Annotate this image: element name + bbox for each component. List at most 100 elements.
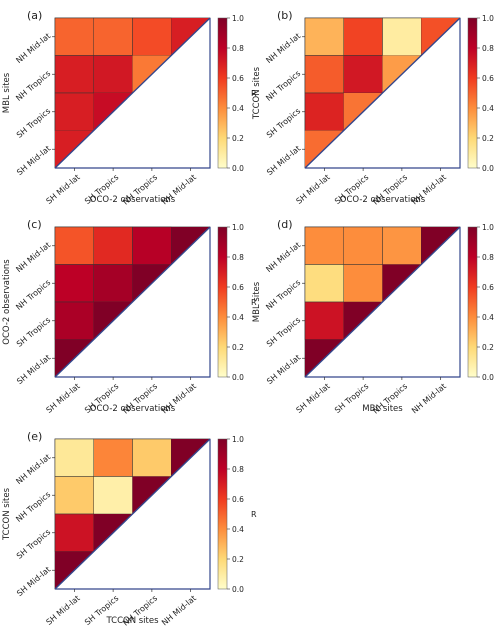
panel-label: (a) (27, 9, 42, 22)
colorbar-tick-label: 0.2 (232, 555, 244, 564)
axis-frame (305, 227, 461, 378)
heatmap-cell (54, 55, 94, 94)
y-axis-label: OCO-2 observations (2, 259, 12, 345)
x-axis-label: OCO-2 observations (90, 404, 176, 414)
colorbar-tick-label: 0.8 (232, 465, 244, 474)
heatmap-cell (93, 55, 133, 94)
y-tick-label: NH Tropics (14, 490, 52, 524)
colorbar-tick-label: 0.8 (232, 253, 244, 262)
diagonal-line (54, 438, 211, 590)
y-tick-label: SH Mid-lat (265, 353, 302, 386)
colorbar (217, 17, 228, 169)
panel-label: (b) (277, 9, 293, 22)
colorbar-tick-label: 0.0 (232, 373, 244, 382)
x-axis-label: OCO-2 observations (90, 195, 176, 205)
y-tick-label: NH Tropics (14, 69, 52, 103)
colorbar-tick-label: 0.2 (232, 134, 244, 143)
y-tick-label: SH Tropics (15, 315, 52, 348)
y-tick-label: NH Tropics (264, 69, 302, 103)
x-axis-label: MBL sites (362, 404, 403, 414)
heatmap-cell (304, 301, 344, 340)
axis-frame (305, 18, 461, 169)
heatmap-cell (343, 55, 383, 94)
colorbar-tick-label: 0.4 (232, 104, 244, 113)
y-tick-label: NH Mid-lat (264, 240, 302, 274)
colorbar-tick-label: 0.6 (232, 495, 244, 504)
colorbar (217, 438, 228, 590)
colorbar-tick-label: 1.0 (232, 435, 244, 444)
y-axis-label: MBL sites (252, 281, 262, 322)
diagonal-line (304, 17, 461, 169)
heatmap-cell (343, 226, 383, 265)
heatmap-cell (54, 264, 94, 303)
heatmap-cell (304, 264, 344, 303)
heatmap-cell (93, 226, 133, 265)
heatmap-cell (382, 226, 422, 265)
x-tick-label: SH Mid-lat (44, 382, 81, 415)
y-axis-label: TCCON sites (252, 66, 262, 120)
colorbar-tick-label: 1.0 (482, 223, 494, 232)
axis-frame (55, 227, 211, 378)
y-tick-label: SH Mid-lat (15, 353, 52, 386)
x-tick-label: SH Mid-lat (294, 173, 331, 206)
diagonal-line (54, 226, 211, 378)
colorbar-label: R (251, 510, 257, 519)
heatmap-cell (382, 17, 422, 56)
colorbar-tick-label: 0.4 (482, 313, 494, 322)
x-tick-label: NH Mid-lat (410, 382, 448, 416)
heatmap-cell (54, 513, 94, 552)
y-axis-label: MBL sites (2, 72, 12, 113)
y-tick-label: NH Mid-lat (14, 31, 52, 65)
heatmap-cell (54, 226, 94, 265)
colorbar-label: R (251, 89, 257, 98)
heatmap-cell (93, 476, 133, 515)
colorbar-tick-label: 0.6 (482, 74, 494, 83)
heatmap-cell (93, 438, 133, 477)
colorbar-tick-label: 0.8 (482, 253, 494, 262)
diagonal-line (304, 226, 461, 378)
y-tick-label: SH Tropics (15, 106, 52, 139)
colorbar (467, 226, 478, 378)
colorbar (217, 226, 228, 378)
y-tick-label: NH Mid-lat (14, 452, 52, 486)
x-axis-label: TCCON sites (105, 616, 159, 626)
y-tick-label: SH Tropics (265, 106, 302, 139)
colorbar-tick-label: 0.2 (482, 134, 494, 143)
diagonal-line (54, 17, 211, 169)
colorbar-tick-label: 0.0 (482, 164, 494, 173)
y-tick-label: SH Tropics (15, 527, 52, 560)
colorbar-tick-label: 1.0 (232, 223, 244, 232)
colorbar-label: R (251, 298, 257, 307)
heatmap-cell (132, 17, 172, 56)
colorbar-tick-label: 0.2 (232, 343, 244, 352)
colorbar-tick-label: 0.4 (232, 525, 244, 534)
y-tick-label: SH Mid-lat (265, 144, 302, 177)
colorbar-tick-label: 1.0 (232, 14, 244, 23)
x-tick-label: SH Mid-lat (44, 594, 81, 626)
axis-frame (55, 439, 211, 590)
heatmap-cell (343, 17, 383, 56)
x-tick-label: NH Mid-lat (160, 594, 198, 626)
colorbar-tick-label: 1.0 (482, 14, 494, 23)
y-tick-label: NH Mid-lat (14, 240, 52, 274)
colorbar-tick-label: 0.6 (232, 74, 244, 83)
colorbar-tick-label: 0.8 (232, 44, 244, 53)
colorbar-tick-label: 0.2 (482, 343, 494, 352)
heatmap-cell (304, 226, 344, 265)
colorbar-tick-label: 0.6 (482, 283, 494, 292)
heatmap-cell (132, 226, 172, 265)
colorbar-tick-label: 0.0 (482, 373, 494, 382)
y-tick-label: NH Mid-lat (264, 31, 302, 65)
heatmap-cell (93, 264, 133, 303)
heatmap-cell (304, 55, 344, 94)
x-tick-label: SH Mid-lat (294, 382, 331, 415)
y-tick-label: SH Mid-lat (15, 565, 52, 598)
panel-label: (d) (277, 218, 293, 231)
y-tick-label: SH Tropics (265, 315, 302, 348)
